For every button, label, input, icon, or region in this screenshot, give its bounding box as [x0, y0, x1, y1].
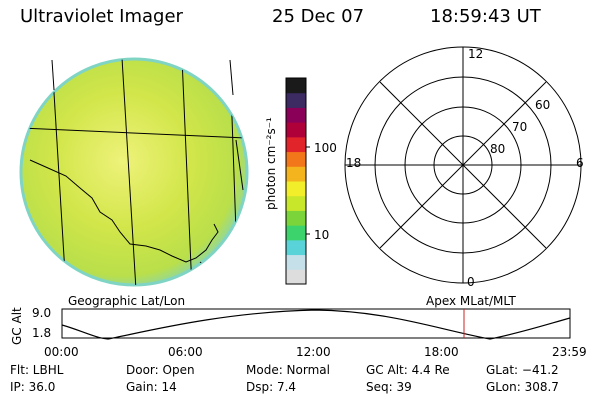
- meridian-line: [51, 59, 67, 285]
- colorbar-segment: [286, 181, 306, 197]
- time-tick-2: 12:00: [296, 345, 331, 359]
- date-label: 25 Dec 07: [272, 6, 365, 27]
- alt-ymax-label: 9.0: [32, 306, 52, 320]
- colorbar-segment: [286, 122, 306, 138]
- polar-diagonal: [379, 81, 547, 249]
- colorbar-segment: [286, 151, 306, 167]
- colorbar-segment: [286, 239, 306, 256]
- meridian-line: [121, 59, 137, 285]
- colorbar: [285, 77, 310, 285]
- colorbar-segment: [286, 195, 306, 211]
- mode-info: Mode: Normal: [246, 363, 330, 377]
- gain-info: Gain: 14: [126, 380, 177, 394]
- ip-info: IP: 36.0: [10, 380, 56, 394]
- door-info: Door: Open: [126, 363, 195, 377]
- time-tick-0: 00:00: [44, 345, 79, 359]
- altitude-strip-frame: [61, 308, 571, 339]
- mlt-12-label: 12: [468, 47, 484, 61]
- colorbar-frame: [285, 77, 307, 285]
- time-label: 18:59:43 UT: [430, 6, 541, 27]
- colorbar-segment: [286, 225, 306, 241]
- colorbar-segment: [286, 254, 306, 270]
- instrument-title: Ultraviolet Imager: [20, 6, 183, 27]
- colorbar-segment: [286, 269, 306, 285]
- mlt-6-label: 6: [576, 156, 584, 170]
- glon-info: GLon: 308.7: [486, 380, 559, 394]
- glat-info: GLat: −41.2: [486, 363, 559, 377]
- latitude-line: [21, 127, 247, 139]
- mlt-18-label: 18: [346, 156, 362, 170]
- colorbar-tick-100: 100: [314, 141, 337, 155]
- seq-info: Seq: 39: [366, 380, 412, 394]
- mlt-0-label: 0: [467, 275, 475, 289]
- filter-info: Flt: LBHL: [10, 363, 64, 377]
- gc-alt-info: GC Alt: 4.4 Re: [366, 363, 450, 377]
- time-tick-3: 18:00: [424, 345, 459, 359]
- time-tick-4: 23:59: [552, 345, 587, 359]
- colorbar-segment: [286, 92, 306, 108]
- meridian-line: [181, 59, 193, 285]
- apex-label: Apex MLat/MLT: [426, 294, 516, 308]
- colorbar-segment: [286, 78, 306, 94]
- colorbar-segment: [286, 166, 306, 182]
- alt-ymin-label: 1.8: [32, 326, 52, 340]
- colorbar-segment: [286, 210, 306, 226]
- lat-80-label: 80: [490, 142, 506, 156]
- time-tick-1: 06:00: [168, 345, 203, 359]
- lat-70-label: 70: [512, 120, 528, 134]
- dsp-info: Dsp: 7.4: [246, 380, 297, 394]
- coastline: [29, 159, 219, 263]
- colorbar-segment: [286, 136, 306, 153]
- lat-60-label: 60: [535, 98, 551, 112]
- colorbar-segment: [286, 107, 306, 123]
- colorbar-tick-10: 10: [314, 228, 330, 242]
- geographic-label: Geographic Lat/Lon: [68, 294, 186, 308]
- altitude-curve: [61, 309, 571, 340]
- earth-disk: [19, 57, 249, 287]
